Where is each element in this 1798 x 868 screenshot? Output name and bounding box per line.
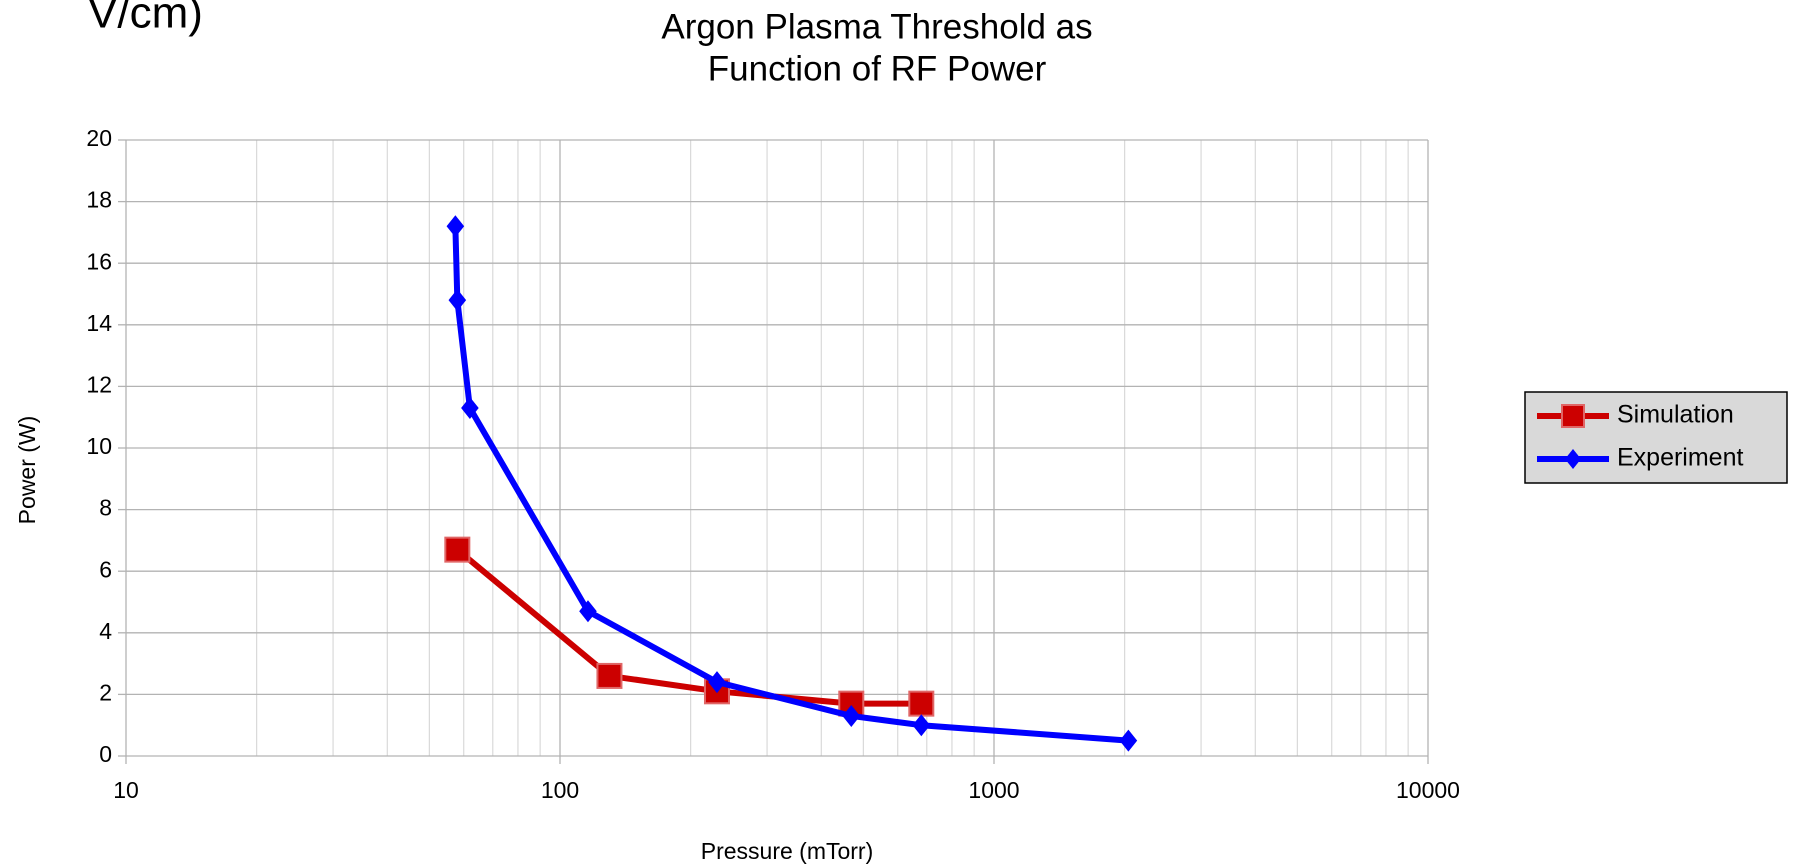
marker: [444, 536, 471, 563]
marker: [1561, 404, 1585, 428]
marker: [448, 289, 467, 312]
grid: 0 2 4 6 8 10 12 14 16 18 20 10 100 1000 10000: [86, 125, 1460, 803]
y-tick-label: 18: [86, 187, 112, 213]
cropped-text: V/cm): [88, 0, 203, 38]
y-tick-label: 2: [99, 679, 112, 705]
y-tick-label: 0: [99, 741, 112, 767]
legend: Simulation Experiment: [1524, 391, 1788, 484]
marker: [579, 600, 597, 623]
marker: [1119, 729, 1138, 752]
legend-label: Simulation: [1617, 401, 1734, 429]
marker: [708, 671, 726, 694]
series-line: [452, 226, 1129, 744]
y-tick-label: 16: [86, 248, 112, 274]
marker: [446, 215, 465, 238]
x-axis-label: Pressure (mTorr): [701, 838, 874, 864]
y-tick-label: 4: [99, 618, 112, 644]
chart-title: Function of RF Power: [708, 49, 1047, 88]
marker: [908, 690, 935, 717]
marker: [1565, 449, 1581, 469]
y-tick-label: 12: [86, 371, 112, 397]
x-tick-label: 100: [541, 777, 579, 803]
plot: [444, 215, 1138, 752]
chart-title: Argon Plasma Threshold as: [661, 7, 1092, 46]
x-tick-label: 1000: [968, 777, 1019, 803]
y-tick-label: 14: [86, 310, 112, 336]
y-tick-label: 20: [86, 125, 112, 151]
y-axis-label: Power (W): [14, 416, 40, 525]
legend-label: Experiment: [1617, 444, 1743, 472]
series-line: [455, 547, 922, 707]
y-tick-label: 10: [86, 433, 112, 459]
x-tick-label: 10: [113, 777, 139, 803]
marker: [912, 714, 931, 737]
y-tick-label: 8: [99, 495, 112, 521]
marker: [842, 704, 861, 727]
x-tick-label: 10000: [1396, 777, 1460, 803]
y-tick-label: 6: [99, 556, 112, 582]
marker: [461, 396, 479, 419]
marker: [596, 662, 623, 689]
